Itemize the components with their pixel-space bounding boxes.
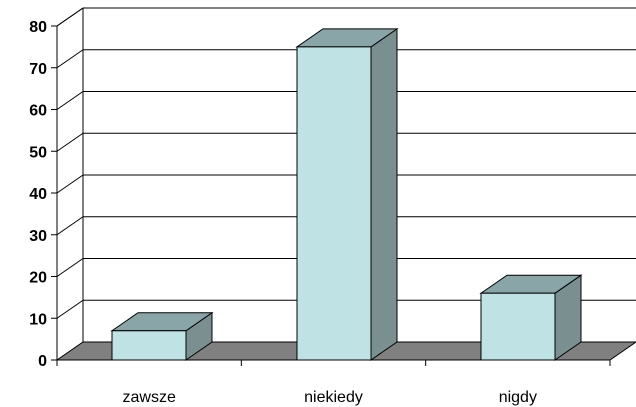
y-tick-label: 60: [29, 103, 47, 120]
y-tick-label: 70: [29, 61, 47, 78]
y-tick-label: 0: [38, 353, 47, 370]
y-tick-label: 30: [29, 228, 47, 245]
gridline-connector: [56, 91, 84, 110]
bar-front-face: [480, 292, 556, 361]
y-tick-label: 80: [29, 19, 47, 36]
bar-nigdy: [479, 274, 583, 361]
gridline-connector: [56, 258, 84, 277]
x-category-label: zawsze: [122, 389, 175, 406]
y-tick-label: 10: [29, 311, 47, 328]
gridline-connector: [56, 216, 84, 236]
y-tick-label: 50: [29, 144, 47, 161]
bar-front-face: [111, 330, 187, 361]
chart-labels: 0 10 20 30 40 50 60 70 80 zawsze niekiedy nigdy: [29, 19, 537, 406]
bar-side-face: [370, 27, 398, 361]
back-wall-top-connector: [56, 7, 84, 27]
bar-niekiedy: [295, 27, 399, 361]
y-tick-label: 40: [29, 186, 47, 203]
bar-front-face: [296, 46, 372, 361]
y-tick-label: 20: [29, 270, 47, 287]
chart-bars: [110, 27, 583, 361]
bar-zawsze: [110, 311, 214, 361]
gridline-connector: [56, 132, 84, 152]
x-category-label: nigdy: [499, 389, 537, 406]
gridline-connector: [56, 49, 84, 69]
gridline-connector: [56, 174, 84, 194]
gridline-connector: [56, 299, 84, 319]
x-category-label: niekiedy: [304, 389, 363, 406]
